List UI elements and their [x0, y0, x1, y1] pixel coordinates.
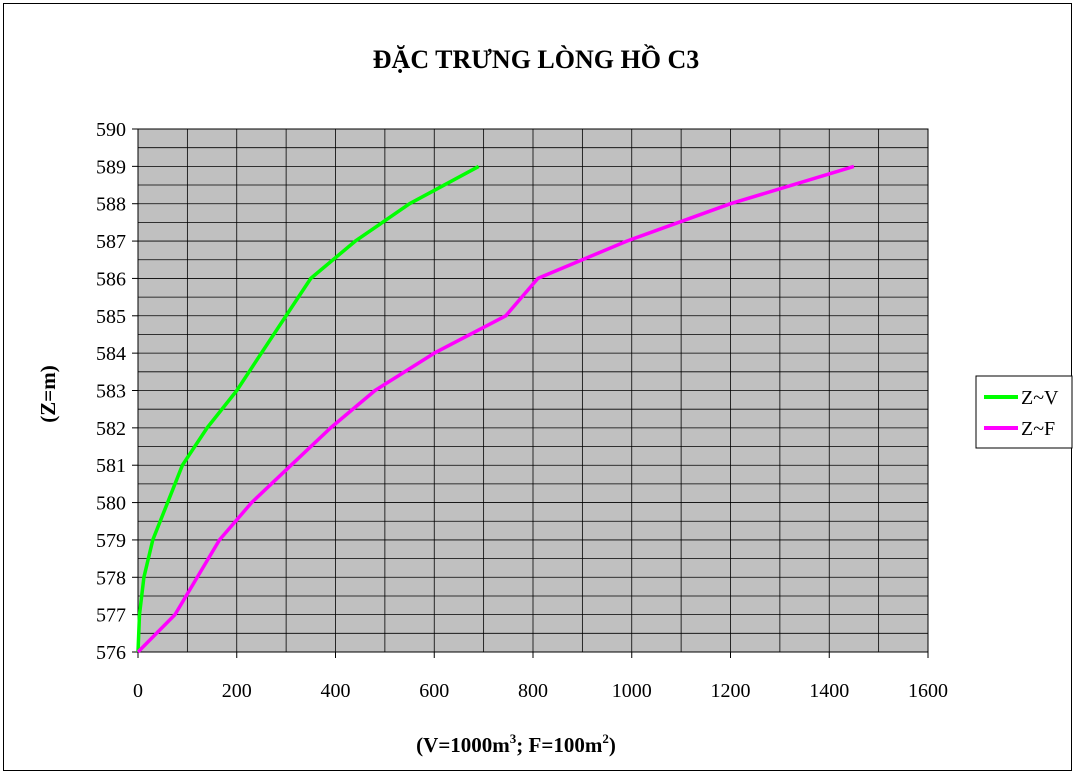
x-tick-label: 1200: [711, 680, 751, 702]
y-tick-label: 587: [96, 231, 126, 253]
chart-svg: ĐẶC TRƯNG LÒNG HỒ C3 5765775785795805815…: [36, 45, 1073, 757]
y-tick-label: 580: [96, 493, 126, 515]
x-axis-label-f: ; F=100m: [516, 733, 603, 757]
y-tick-label: 583: [96, 381, 126, 403]
y-tick-label: 582: [96, 418, 126, 440]
legend-label-z-v: Z~V: [1021, 387, 1059, 409]
y-axis-label: (Z=m): [36, 365, 60, 422]
x-tick-label: 1600: [908, 680, 948, 702]
series-line-z-f: [136, 164, 855, 654]
x-tick-label: 1000: [612, 680, 652, 702]
legend-label-z-f: Z~F: [1021, 418, 1055, 440]
x-tick-label: 1400: [809, 680, 849, 702]
x-axis-label-f-sup: 2: [602, 731, 609, 746]
y-tick-label: 590: [96, 119, 126, 141]
y-tick-label: 581: [96, 455, 126, 477]
chart-frame: ĐẶC TRƯNG LÒNG HỒ C3 576 577 578 579 580 581 5…: [3, 3, 1073, 771]
y-tick-label: 577: [96, 605, 126, 627]
legend: Z~V Z~F: [975, 375, 1073, 449]
y-tick-label: 578: [96, 567, 126, 589]
x-tick-label: 600: [419, 680, 449, 702]
chart-title: ĐẶC TRƯNG LÒNG HỒ C3: [373, 45, 699, 74]
series-lines: [136, 164, 855, 654]
y-tick-label: 589: [96, 156, 126, 178]
x-tick-label: 200: [222, 680, 252, 702]
x-tick-labels: 0 200 400 600 800 1000 1200 1400 1600: [133, 652, 948, 702]
grid-lines: [138, 129, 928, 652]
legend-box: [975, 375, 1073, 449]
x-axis-label-end: ): [609, 733, 616, 757]
y-tick-labels: 576 577 578 579 580 581 582 583 584 585 586 587 588 5…: [96, 119, 138, 664]
y-tick-label: 576: [96, 642, 126, 664]
x-axis-label-v-sup: 3: [510, 731, 517, 746]
x-tick-label: 400: [321, 680, 351, 702]
x-tick-label: 0: [133, 680, 143, 702]
y-tick-label: 579: [96, 530, 126, 552]
x-tick-label: 800: [518, 680, 548, 702]
x-axis-label: (V=1000m3; F=100m2): [416, 731, 616, 757]
y-tick-label: 584: [96, 343, 126, 365]
y-tick-label: 585: [96, 306, 126, 328]
x-axis-label-v: (V=1000m: [416, 733, 510, 757]
y-tick-label: 588: [96, 194, 126, 216]
y-tick-label: 586: [96, 268, 126, 290]
series-line-z-v: [136, 164, 480, 653]
